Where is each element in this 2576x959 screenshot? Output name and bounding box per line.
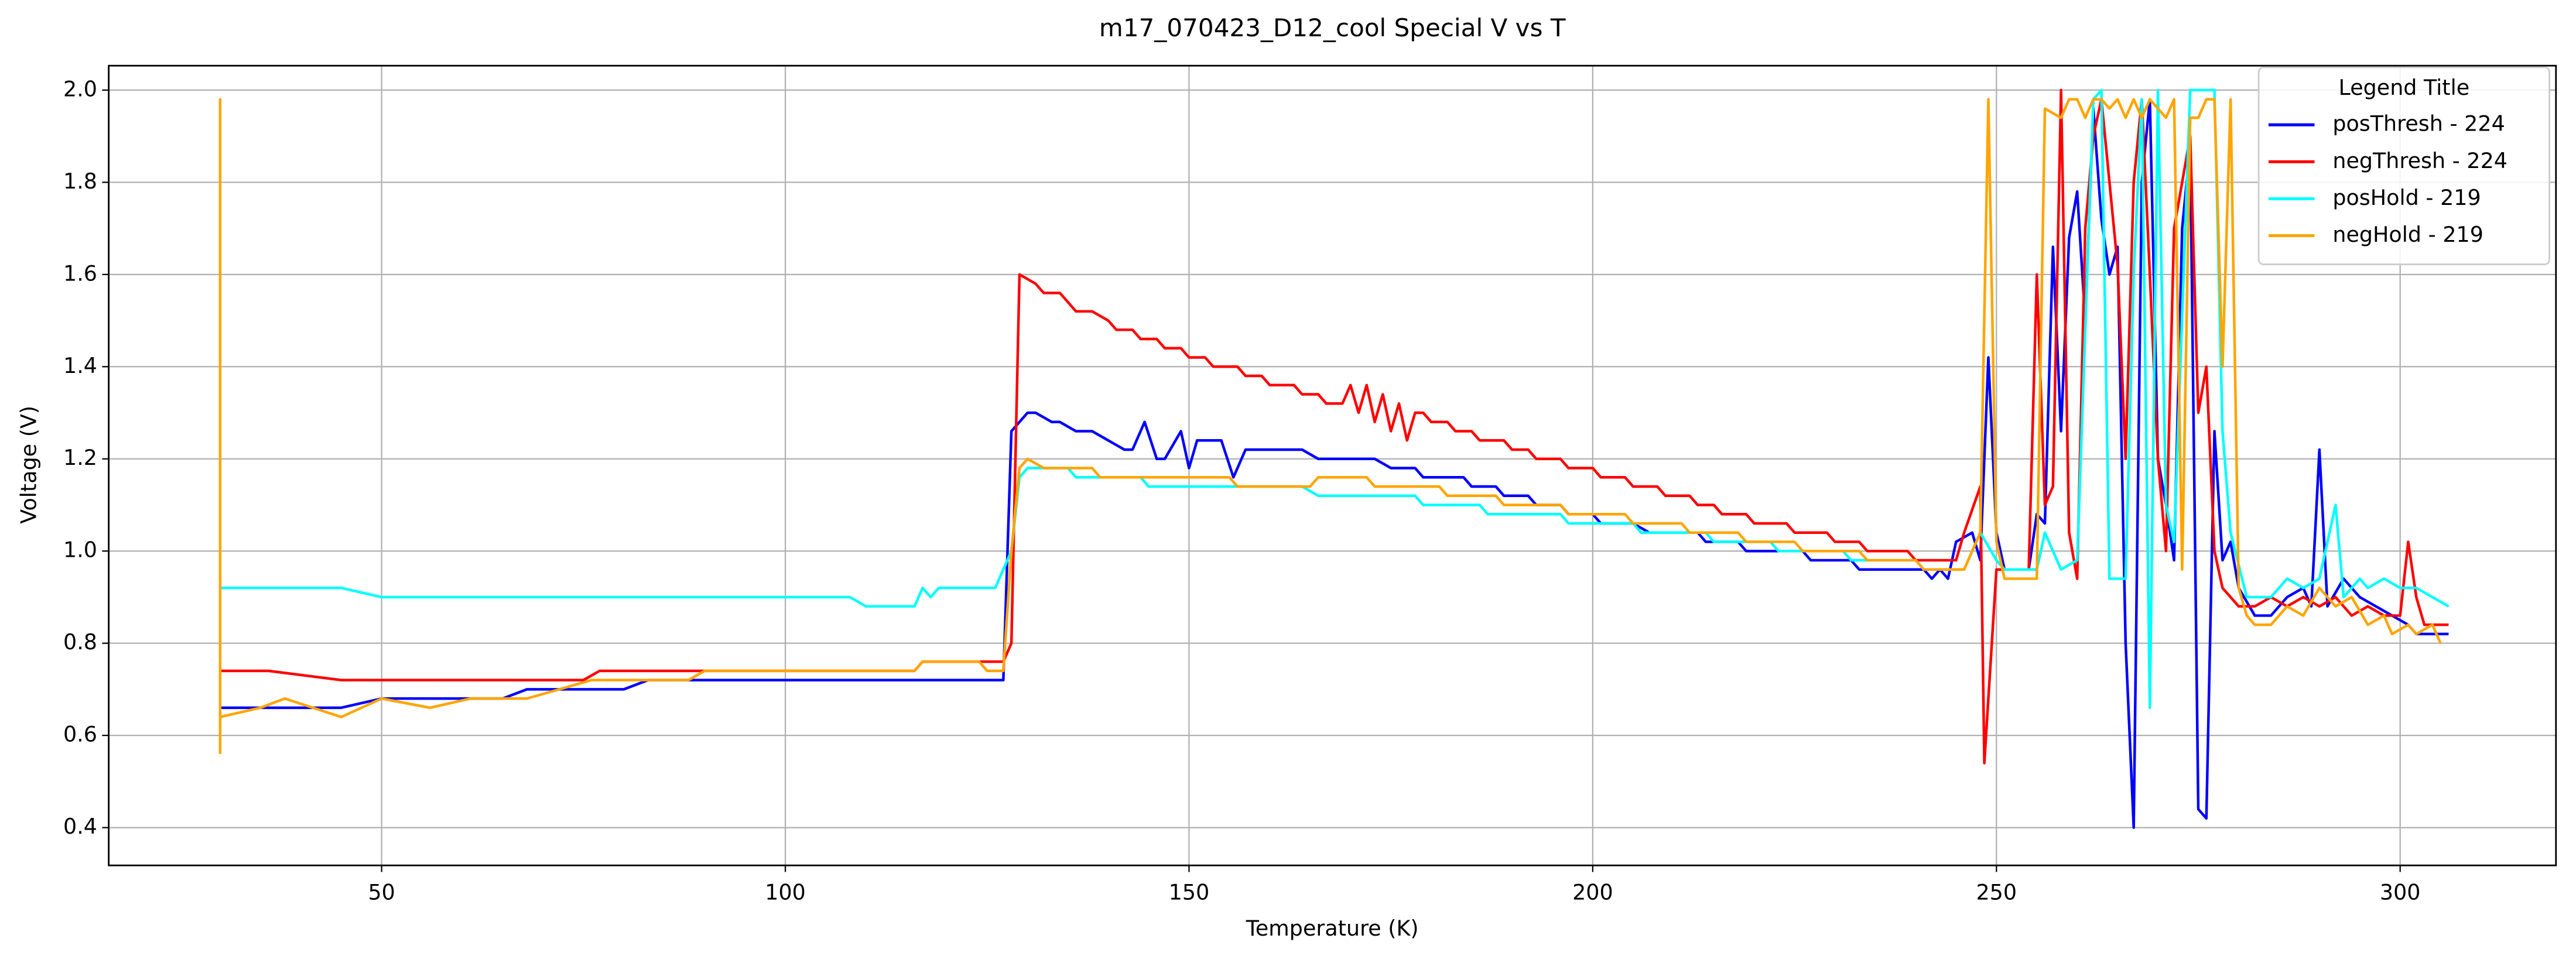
y-tick-label: 1.4 bbox=[63, 353, 97, 378]
x-axis-label: Temperature (K) bbox=[1246, 916, 1419, 941]
legend-box bbox=[2257, 66, 2550, 265]
legend-label: posThresh - 224 bbox=[2332, 111, 2505, 136]
y-tick-label: 2.0 bbox=[63, 76, 97, 101]
x-tick-label: 300 bbox=[2380, 879, 2421, 905]
legend-label: negHold - 219 bbox=[2332, 222, 2483, 247]
x-tick-label: 150 bbox=[1169, 879, 1210, 905]
legend-label: posHold - 219 bbox=[2332, 185, 2481, 210]
y-tick-label: 0.4 bbox=[63, 814, 97, 839]
y-tick-label: 1.8 bbox=[63, 169, 97, 194]
legend-label: negThresh - 224 bbox=[2332, 148, 2507, 173]
legend: Legend Title posThresh - 224 negThresh - 2… bbox=[2257, 66, 2550, 265]
y-tick-label: 1.6 bbox=[63, 261, 97, 286]
x-tick-label: 50 bbox=[368, 879, 395, 905]
series-line bbox=[218, 98, 2442, 754]
plot-frame bbox=[108, 64, 2557, 866]
y-axis-label: Voltage (V) bbox=[16, 406, 42, 524]
legend-title: Legend Title bbox=[2339, 75, 2470, 100]
x-tick-label: 250 bbox=[1976, 879, 2017, 905]
series-line bbox=[220, 88, 2449, 765]
chart-title: m17_070423_D12_cool Special V vs T bbox=[1099, 13, 1566, 42]
y-tick-label: 0.6 bbox=[63, 722, 97, 747]
y-tick-label: 0.8 bbox=[63, 629, 97, 655]
y-tick-label: 1.2 bbox=[63, 445, 97, 470]
x-tick-label: 100 bbox=[765, 879, 806, 905]
x-tick-label: 200 bbox=[1572, 879, 1613, 905]
y-tick-label: 1.0 bbox=[63, 537, 97, 563]
